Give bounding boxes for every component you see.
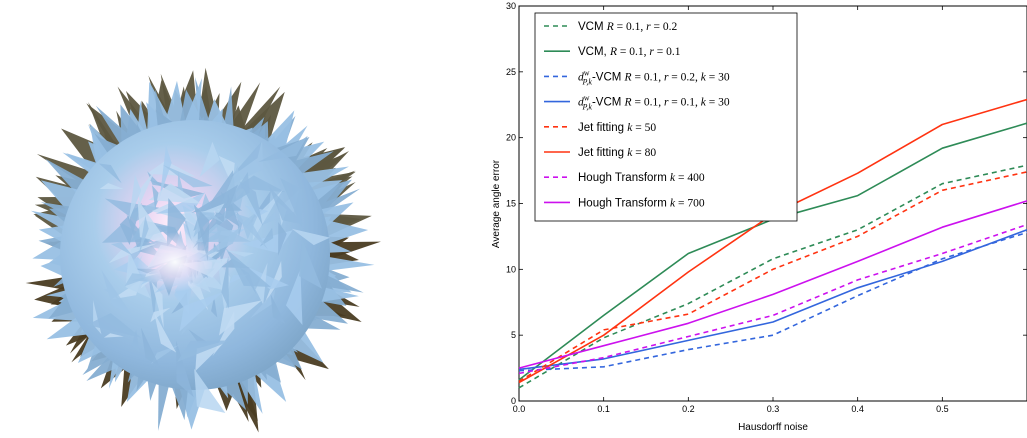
legend: VCM R = 0.1, r = 0.2 VCM, R = 0.1, r = 0.… [534, 12, 798, 222]
axis-ticks: 0.0 0.1 0.2 0.3 0.4 0.5 0 5 10 15 20 25 30 [506, 1, 1027, 414]
spike-facet [139, 215, 149, 255]
spike-facet [188, 329, 208, 343]
series-line-7 [518, 223, 1027, 375]
y-tick-label: 15 [506, 199, 516, 209]
spike-facet [252, 189, 283, 241]
spike-facet [147, 171, 162, 187]
spike-facet [194, 368, 226, 414]
y-tick-label: 25 [506, 67, 516, 77]
x-axis-title: Hausdorff noise [738, 422, 808, 433]
spike-facet [101, 269, 132, 315]
spike-facet [151, 281, 164, 329]
spike-facet [268, 185, 305, 225]
spike-facet [199, 141, 220, 178]
series-line-5 [518, 171, 1027, 382]
x-tick-label: 0.5 [936, 404, 949, 414]
legend-label-7: Hough Transform k = 400 [578, 172, 705, 184]
legend-label-3: dw P,k-VCM R = 0.1, r = 0.2, k = 30 [578, 68, 730, 86]
y-tick-label: 10 [506, 264, 516, 274]
spike-facet [201, 212, 225, 224]
x-tick-label: 0.1 [597, 404, 610, 414]
spike-facet [98, 163, 122, 184]
spike-facet [153, 312, 177, 353]
legend-label-1: VCM R = 0.1, r = 0.2 [578, 21, 678, 33]
spiky-sphere-render [25, 67, 381, 433]
y-tick-label: 5 [511, 330, 516, 340]
spike-facet [131, 329, 140, 353]
legend-label-2: VCM, R = 0.1, r = 0.1 [578, 46, 681, 58]
spike-facet [195, 223, 251, 243]
spike-facet [148, 183, 202, 204]
angle-error-chart: 0.0 0.1 0.2 0.3 0.4 0.5 0 5 10 15 20 25 30 Hausdorff… [491, 1, 1027, 433]
legend-label-4: dw P,k-VCM R = 0.1, r = 0.1, k = 30 [578, 94, 730, 112]
x-tick-label: 0.3 [767, 404, 780, 414]
spike-facet [99, 183, 125, 190]
spike-facet [110, 242, 133, 256]
spike-facet [270, 294, 286, 324]
spike-facet [191, 184, 239, 213]
legend-label-6: Jet fitting k = 80 [578, 147, 656, 159]
spike-facet [159, 145, 172, 198]
y-tick-label: 30 [506, 1, 516, 11]
specular-highlight [137, 232, 213, 292]
spike-facet [225, 248, 271, 287]
spike-facet [202, 203, 225, 213]
spike-facet [285, 268, 303, 326]
spike-facet [111, 280, 142, 300]
y-tick-label: 20 [506, 133, 516, 143]
series-lines [518, 98, 1027, 389]
series-line-4 [518, 229, 1027, 371]
x-tick-label: 0.2 [682, 404, 695, 414]
spike-facet [108, 243, 158, 264]
spike-facet [179, 291, 223, 332]
spike-facet [278, 222, 287, 256]
spike-facet [291, 228, 330, 246]
spike-facet [152, 185, 159, 210]
spike-facet [140, 327, 161, 368]
spike-facet [176, 340, 194, 398]
spike-facet [211, 296, 218, 318]
spike-facet [239, 181, 263, 227]
x-tick-label: 0.4 [851, 404, 864, 414]
spike-facet [221, 255, 229, 309]
spike-facet [162, 164, 213, 188]
spike-facet [103, 333, 124, 338]
spike-facet [188, 249, 226, 291]
y-axis-title: Average angle error [491, 159, 502, 248]
legend-box [534, 12, 798, 222]
series-line-8 [518, 200, 1027, 369]
spike-facet [280, 178, 303, 228]
x-tick-label: 0.0 [513, 404, 526, 414]
spike-facet [299, 238, 322, 289]
legend-label-5: Jet fitting k = 50 [578, 122, 656, 134]
spike-facet [246, 266, 289, 290]
legend-label-8: Hough Transform k = 700 [578, 197, 705, 209]
series-line-3 [518, 231, 1027, 372]
spike-facet [258, 136, 308, 163]
spike-facet [219, 300, 263, 336]
spike-facet [155, 192, 206, 214]
spike-facet [225, 250, 254, 257]
series-line-1 [518, 164, 1027, 389]
spike-facet [230, 211, 268, 250]
spike-facet [249, 289, 276, 319]
spike-facet [86, 313, 142, 338]
y-tick-label: 0 [511, 396, 516, 406]
spike-facet [177, 340, 232, 363]
spike-facet [128, 174, 142, 221]
spike-facet [138, 169, 156, 205]
